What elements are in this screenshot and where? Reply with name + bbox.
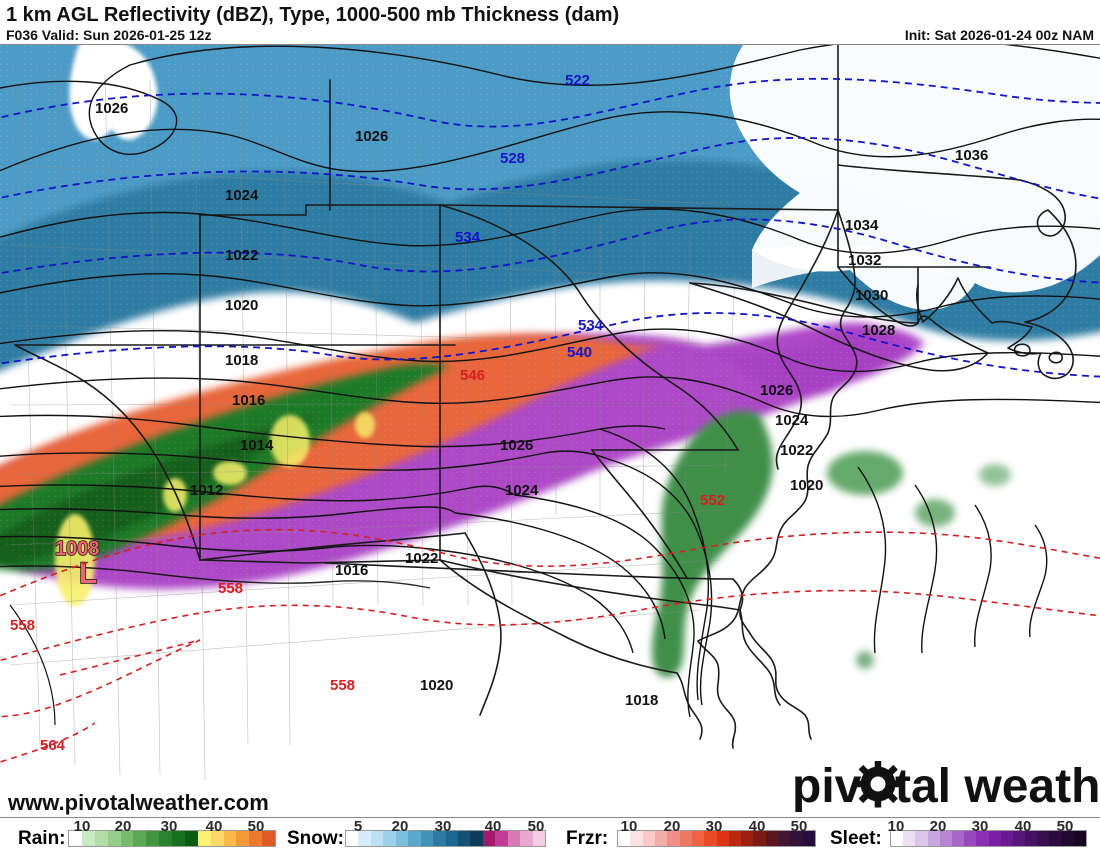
svg-text:564: 564: [40, 737, 66, 754]
svg-text:1036: 1036: [955, 147, 988, 164]
svg-text:1012: 1012: [190, 482, 223, 499]
svg-text:540: 540: [567, 344, 592, 361]
svg-text:1022: 1022: [225, 247, 258, 264]
svg-text:1026: 1026: [95, 100, 128, 117]
svg-text:1020: 1020: [420, 677, 453, 694]
svg-text:1020: 1020: [790, 477, 823, 494]
svg-text:www.pivotalweather.com: www.pivotalweather.com: [7, 790, 269, 815]
svg-text:1024: 1024: [225, 187, 259, 204]
svg-text:1018: 1018: [225, 352, 258, 369]
svg-text:1034: 1034: [845, 217, 879, 234]
svg-text:1024: 1024: [775, 412, 809, 429]
svg-text:1026: 1026: [500, 437, 533, 454]
svg-text:1026: 1026: [355, 128, 388, 145]
svg-text:522: 522: [565, 72, 590, 89]
svg-text:1016: 1016: [232, 392, 265, 409]
svg-text:1022: 1022: [405, 550, 438, 567]
svg-text:528: 528: [500, 150, 525, 167]
svg-text:546: 546: [460, 367, 485, 384]
svg-text:1026: 1026: [760, 382, 793, 399]
svg-text:tal weather: tal weather: [895, 760, 1100, 813]
svg-text:1024: 1024: [505, 482, 539, 499]
svg-text:552: 552: [700, 492, 725, 509]
svg-text:558: 558: [218, 580, 243, 597]
svg-text:1014: 1014: [240, 437, 274, 454]
svg-text:1016: 1016: [335, 562, 368, 579]
svg-text:piv: piv: [792, 760, 862, 813]
svg-text:534: 534: [578, 317, 604, 334]
svg-text:534: 534: [455, 229, 481, 246]
svg-text:1028: 1028: [862, 322, 895, 339]
svg-text:558: 558: [330, 677, 355, 694]
svg-text:558: 558: [10, 617, 35, 634]
svg-text:1032: 1032: [848, 252, 881, 269]
svg-text:L: L: [79, 557, 97, 590]
svg-text:1018: 1018: [625, 692, 658, 709]
svg-text:1030: 1030: [855, 287, 888, 304]
svg-text:1020: 1020: [225, 297, 258, 314]
svg-text:1022: 1022: [780, 442, 813, 459]
